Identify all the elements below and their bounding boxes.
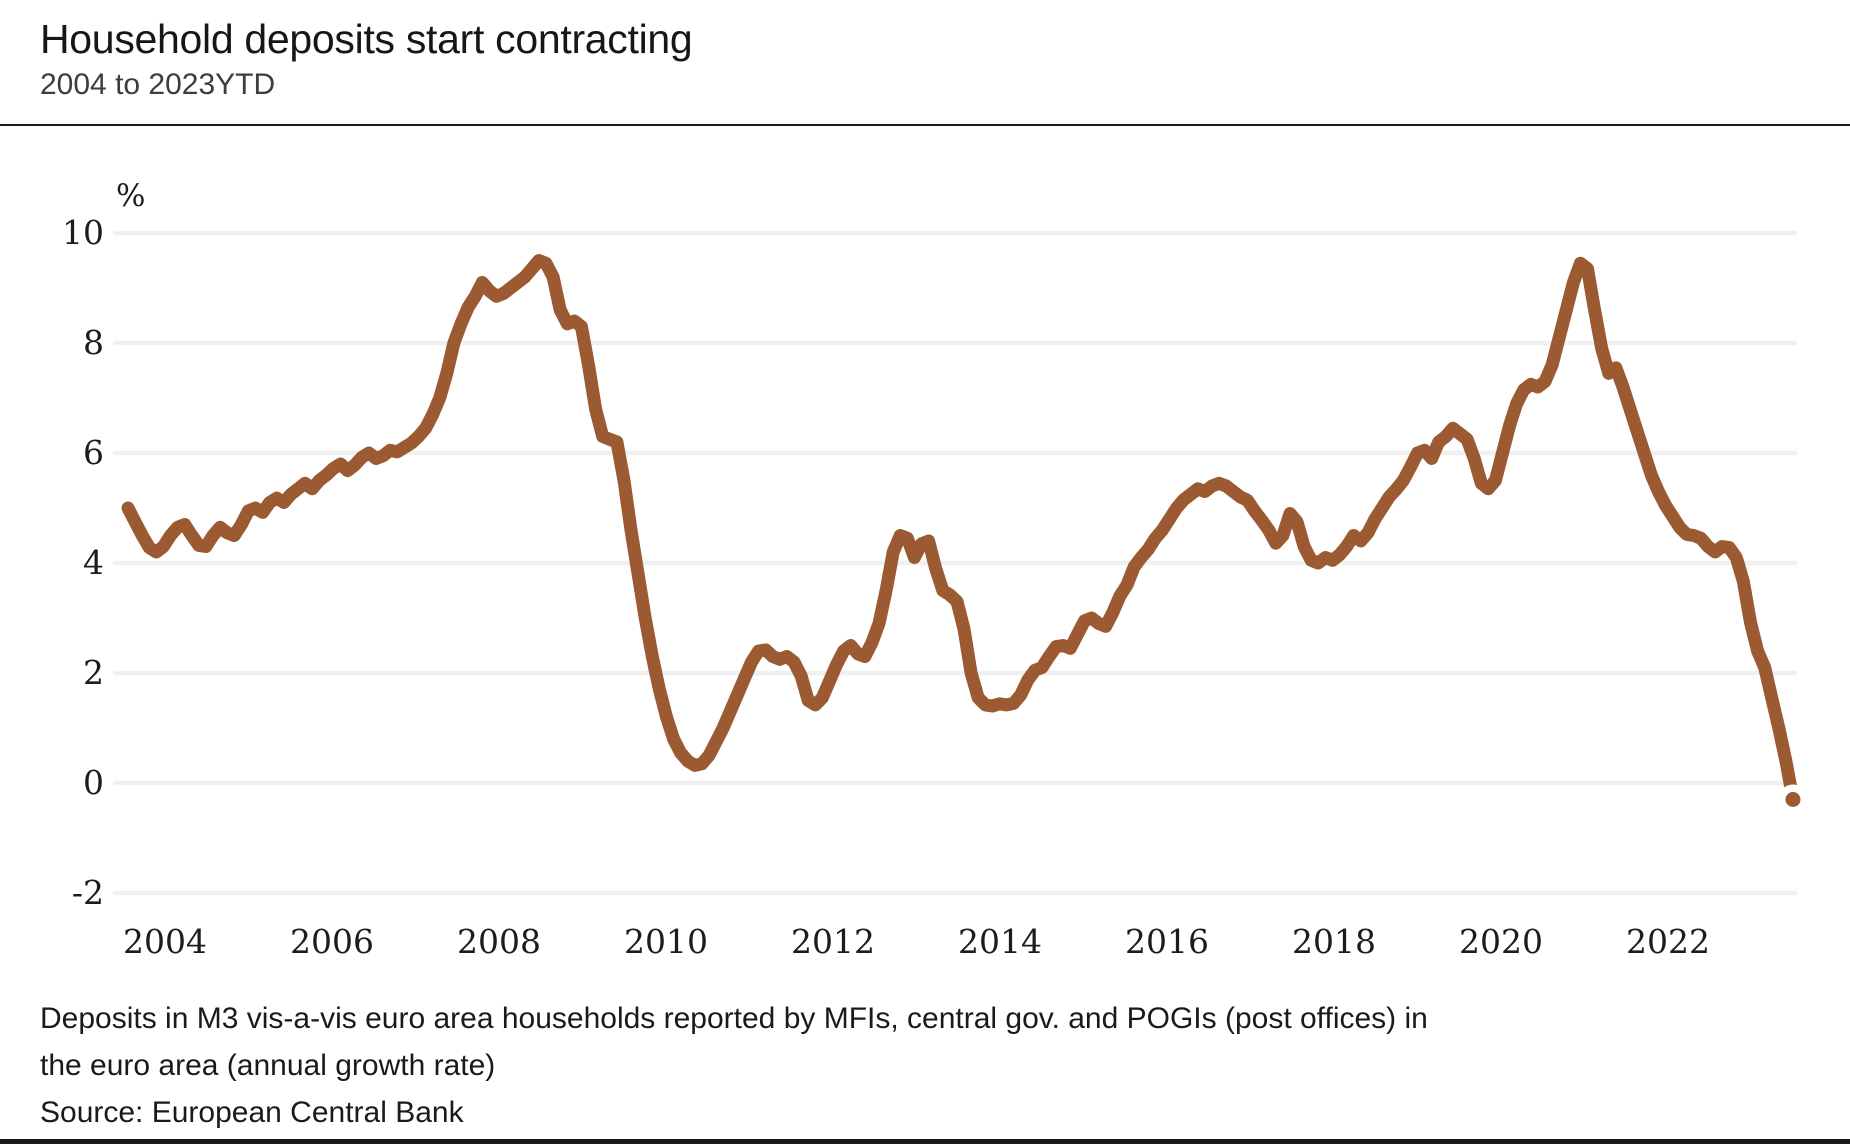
x-tick-label-2006: 2006	[290, 922, 374, 961]
y-tick-label-10: 10	[62, 213, 104, 252]
source-note: Source: European Central Bank	[40, 1096, 464, 1129]
y-tick-label-8: 8	[83, 323, 104, 362]
chart-title: Household deposits start contracting	[40, 16, 693, 62]
x-tick-label-2014: 2014	[958, 922, 1042, 961]
footnote-line-2: the euro area (annual growth rate)	[40, 1049, 496, 1082]
y-tick-label-0: 0	[83, 763, 104, 802]
x-tick-label-2004: 2004	[123, 922, 207, 961]
y-tick-label-4: 4	[83, 543, 104, 582]
y-tick-label-2: 2	[83, 653, 104, 692]
footnote-line-1: Deposits in M3 vis-a-vis euro area house…	[40, 1002, 1428, 1035]
x-tick-label-2012: 2012	[791, 922, 875, 961]
x-tick-label-2018: 2018	[1292, 922, 1376, 961]
x-tick-label-2008: 2008	[457, 922, 541, 961]
x-tick-label-2020: 2020	[1459, 922, 1543, 961]
bottom-rule	[0, 1139, 1850, 1144]
y-tick-label--2: -2	[72, 873, 104, 912]
x-tick-label-2010: 2010	[624, 922, 708, 961]
top-rule	[0, 124, 1850, 126]
x-tick-label-2016: 2016	[1125, 922, 1209, 961]
y-axis-unit-label: %	[116, 178, 145, 214]
x-tick-label-2022: 2022	[1626, 922, 1710, 961]
end-dot	[1785, 792, 1801, 807]
chart-footnote: Deposits in M3 vis-a-vis euro area house…	[40, 995, 1428, 1136]
y-tick-label-6: 6	[83, 433, 104, 472]
chart-subtitle: 2004 to 2023YTD	[40, 68, 276, 101]
deposits-growth-line	[121, 254, 1800, 806]
